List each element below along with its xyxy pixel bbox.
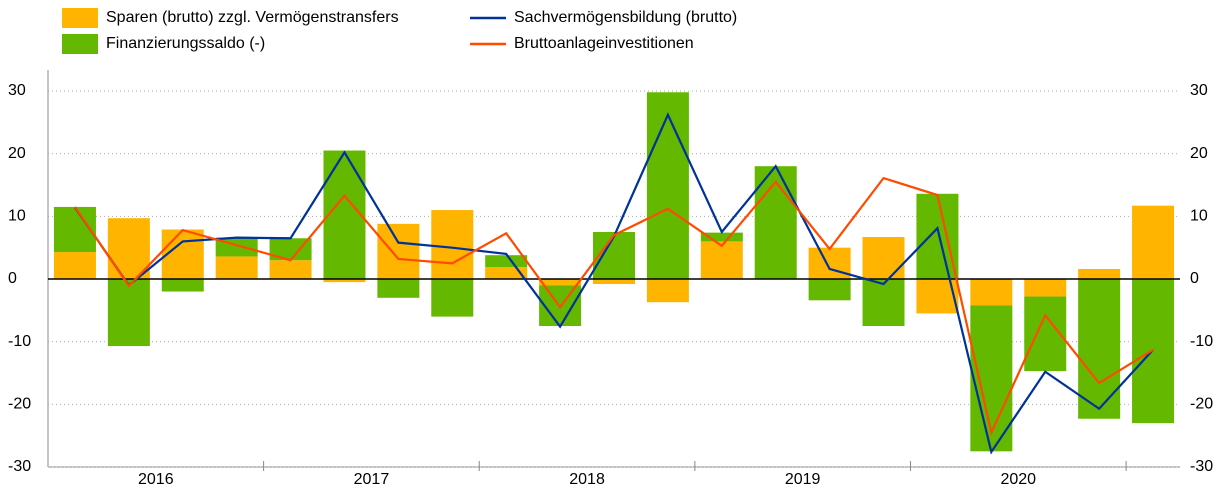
- bar: [700, 232, 743, 242]
- x-tick-label: 2020: [1000, 471, 1036, 488]
- bar: [1024, 279, 1067, 297]
- bar: [485, 255, 528, 268]
- y-tick-label: 20: [8, 145, 26, 162]
- y-tick-label: -10: [8, 333, 31, 350]
- bar: [107, 279, 150, 347]
- legend-label: Sparen (brutto) zzgl. Vermögenstransfers: [106, 9, 399, 26]
- y-tick-label: 30: [8, 82, 26, 99]
- y-tick-label: 10: [8, 208, 26, 225]
- legend-swatch: [62, 34, 98, 54]
- bar: [107, 218, 150, 279]
- bar: [646, 92, 689, 280]
- legend-label: Finanzierungssaldo (-): [106, 35, 265, 52]
- y2-tick-label: -30: [1190, 458, 1213, 475]
- bar: [862, 237, 905, 279]
- bar: [323, 279, 366, 283]
- bar: [215, 256, 258, 279]
- bar: [539, 279, 582, 286]
- bar: [700, 241, 743, 279]
- bar: [1078, 279, 1121, 419]
- bar: [431, 279, 474, 317]
- bar: [377, 223, 420, 279]
- x-tick-label: 2018: [569, 471, 605, 488]
- bar: [485, 267, 528, 279]
- bar: [916, 279, 959, 314]
- bar: [431, 210, 474, 279]
- x-tick-label: 2019: [785, 471, 821, 488]
- bar: [808, 279, 851, 301]
- y2-tick-label: -10: [1190, 333, 1213, 350]
- bar: [916, 193, 959, 279]
- y2-tick-label: 10: [1190, 208, 1208, 225]
- bar: [970, 305, 1013, 452]
- bar: [53, 252, 96, 279]
- bar: [646, 279, 689, 303]
- y2-tick-label: 0: [1190, 270, 1199, 287]
- bar: [161, 229, 204, 279]
- y-tick-label: -30: [8, 458, 31, 475]
- bar: [377, 279, 420, 298]
- bar: [269, 238, 312, 261]
- bar: [1078, 268, 1121, 279]
- y-tick-label: 0: [8, 270, 17, 287]
- x-tick-label: 2017: [354, 471, 390, 488]
- legend-label: Bruttoanlageinvestitionen: [514, 35, 694, 52]
- bar: [269, 260, 312, 279]
- legend-label: Sachvermögensbildung (brutto): [514, 9, 737, 26]
- y2-tick-label: -20: [1190, 396, 1213, 413]
- x-tick-label: 2016: [138, 471, 174, 488]
- line: [74, 176, 1154, 436]
- bar: [1132, 205, 1175, 279]
- bar: [970, 279, 1013, 306]
- y2-tick-label: 30: [1190, 82, 1208, 99]
- legend-swatch: [62, 8, 98, 28]
- y-tick-label: -20: [8, 396, 31, 413]
- bar: [323, 150, 366, 279]
- bar: [808, 247, 851, 279]
- bar: [862, 279, 905, 326]
- y2-tick-label: 20: [1190, 145, 1208, 162]
- bar: [593, 279, 635, 285]
- bar: [161, 279, 204, 292]
